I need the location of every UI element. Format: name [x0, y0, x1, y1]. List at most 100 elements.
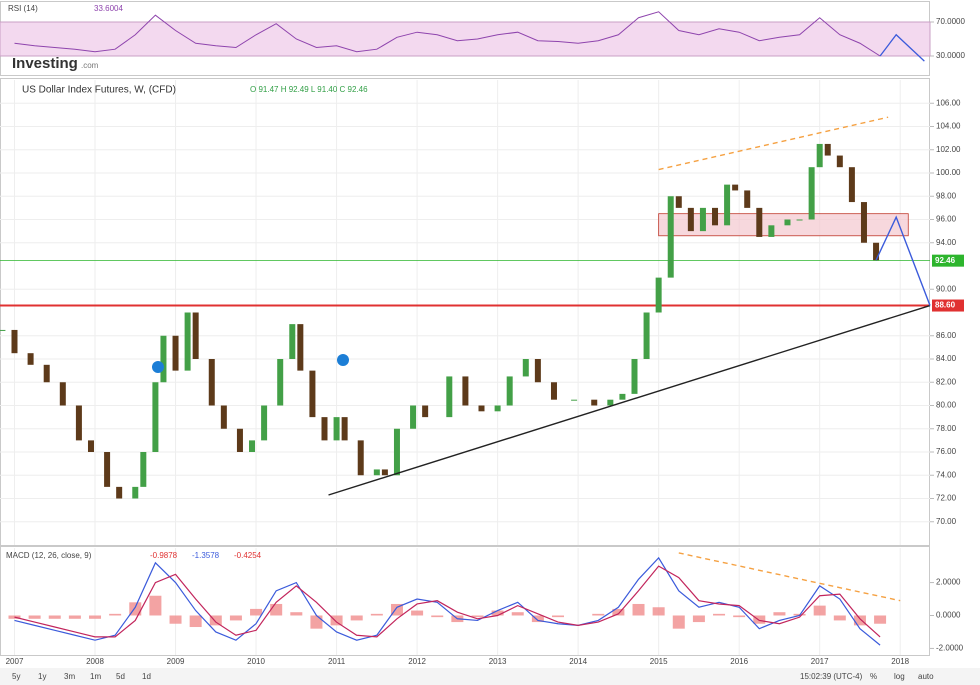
candle	[712, 207, 719, 226]
range-button[interactable]: 5y	[12, 672, 20, 681]
histogram-bar	[350, 615, 363, 621]
histogram-bar	[8, 615, 21, 619]
macd-title: MACD (12, 26, close, 9)	[6, 551, 92, 560]
candle	[534, 359, 541, 383]
rsi-readout: 33.6004	[94, 4, 123, 13]
candle	[550, 382, 557, 400]
event-marker[interactable]	[152, 361, 164, 373]
candle	[756, 207, 763, 237]
candle	[607, 399, 614, 406]
candle	[571, 399, 578, 401]
candle	[236, 428, 243, 452]
candle	[619, 393, 626, 400]
y-tick-label: 0.0000	[936, 611, 961, 620]
candle	[208, 359, 215, 406]
histogram-bar	[290, 612, 303, 616]
candle	[591, 399, 598, 406]
range-button[interactable]: 3m	[64, 672, 75, 681]
histogram-bar	[89, 615, 102, 619]
x-tick-label: 2013	[489, 657, 507, 666]
candle	[478, 405, 485, 412]
candle	[27, 353, 34, 365]
toolbar-time: 15:02:39 (UTC-4)	[800, 672, 863, 681]
price-readout: O 91.47 H 92.49 L 91.40 C 92.46	[250, 85, 368, 94]
y-tick-label: 82.00	[936, 377, 957, 386]
macd-pane	[0, 546, 930, 656]
candle	[796, 219, 803, 221]
macd-readout: -1.3578	[192, 551, 220, 560]
y-tick-label: 106.00	[936, 98, 961, 107]
rsi-band	[0, 21, 931, 57]
macd-readout: -0.9878	[150, 551, 178, 560]
candle	[816, 143, 823, 168]
y-tick-label: 84.00	[936, 354, 957, 363]
y-tick-label: 30.0000	[936, 51, 965, 60]
candle	[410, 405, 417, 429]
range-button[interactable]: 1d	[142, 672, 151, 681]
y-tick-label: 86.00	[936, 331, 957, 340]
candle	[446, 376, 453, 418]
x-tick-label: 2018	[891, 657, 909, 666]
histogram-bar	[592, 613, 605, 616]
range-button[interactable]: 1m	[90, 672, 101, 681]
candle	[732, 184, 739, 191]
histogram-bar	[733, 615, 746, 618]
axis-option[interactable]: log	[894, 672, 905, 681]
histogram-bar	[652, 607, 665, 616]
candle	[220, 405, 227, 429]
axis-option[interactable]: %	[870, 672, 877, 681]
y-tick-label: 90.00	[936, 284, 957, 293]
x-tick-label: 2008	[86, 657, 104, 666]
macd-line	[14, 556, 881, 646]
zone	[658, 213, 909, 237]
histogram-bar	[612, 608, 625, 616]
histogram-bar	[370, 613, 383, 616]
macd-readout: -0.4254	[234, 551, 262, 560]
price-badge-label: 92.46	[935, 256, 956, 265]
candle	[87, 440, 94, 452]
price-badge	[932, 299, 964, 312]
candle	[160, 335, 167, 383]
marks-layer	[0, 11, 931, 646]
histogram-bar	[672, 615, 685, 629]
y-tick-label: 94.00	[936, 238, 957, 247]
price-badge	[932, 254, 964, 267]
axis-option[interactable]: auto	[918, 672, 934, 681]
candle	[249, 440, 256, 452]
price-title: US Dollar Index Futures, W, (CFD)	[22, 85, 176, 96]
y-tick-label: 74.00	[936, 470, 957, 479]
histogram-bar	[250, 608, 263, 616]
y-tick-label: 104.00	[936, 122, 961, 131]
candle	[643, 312, 650, 359]
event-marker[interactable]	[337, 354, 349, 366]
candle	[357, 440, 364, 476]
candle	[784, 219, 791, 226]
y-tick-label: -2.0000	[936, 644, 964, 653]
brand: Investing	[12, 55, 78, 72]
x-tick-label: 2012	[408, 657, 426, 666]
x-tick-label: 2014	[569, 657, 587, 666]
rsi-line	[14, 11, 881, 57]
candle	[59, 382, 66, 406]
candle	[289, 324, 296, 359]
histogram-bar	[431, 615, 444, 618]
candle	[277, 359, 284, 406]
range-button[interactable]: 1y	[38, 672, 46, 681]
candle	[132, 486, 139, 499]
candle	[506, 376, 513, 406]
x-tick-label: 2007	[6, 657, 24, 666]
candle	[116, 486, 123, 499]
candle	[184, 312, 191, 371]
histogram-bar	[713, 613, 726, 616]
candle	[321, 417, 328, 441]
candle	[675, 196, 682, 208]
histogram-bar	[330, 615, 343, 626]
toolbar	[0, 668, 980, 685]
y-tick-label: 96.00	[936, 215, 957, 224]
candle	[655, 277, 662, 313]
histogram-bar	[270, 603, 283, 616]
range-button[interactable]: 5d	[116, 672, 125, 681]
candle	[687, 207, 694, 232]
